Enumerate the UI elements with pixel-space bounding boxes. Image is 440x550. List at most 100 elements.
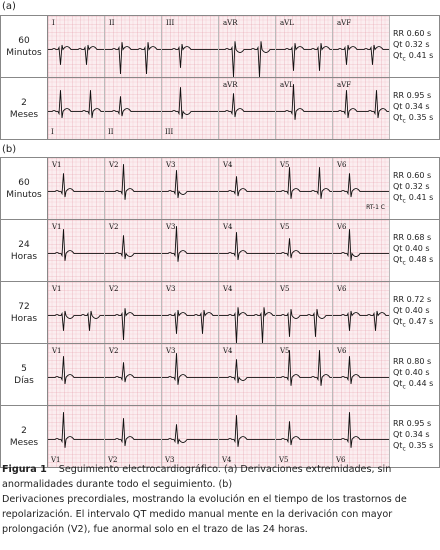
time-text: 60 <box>18 177 30 188</box>
lead-label: V5 <box>280 161 290 169</box>
ecg-wave <box>105 362 161 383</box>
time-label: 5 Días <box>1 344 48 405</box>
ecg-grid <box>276 220 332 281</box>
qt-interval: Qt 0.40 s <box>393 368 430 378</box>
ecg-wave <box>333 44 389 65</box>
ecg-grid <box>105 220 161 281</box>
ecg-cell: I <box>48 16 105 77</box>
rr-interval: RR 0.68 s <box>393 233 432 243</box>
ecg-wave <box>219 415 275 447</box>
ecg-grid <box>276 344 332 405</box>
lead-label: V3 <box>166 161 176 169</box>
time-text: Meses <box>9 437 39 448</box>
time-text: Días <box>14 375 34 386</box>
ecg-wave <box>219 307 275 343</box>
ecg-trace <box>48 220 104 281</box>
time-text: Horas <box>10 313 38 324</box>
ecg-cell: V3 <box>162 220 219 281</box>
qtc-interval: Qtc 0.41 s <box>393 50 439 65</box>
rr-interval: RR 0.60 s <box>393 171 432 181</box>
ecg-wave <box>48 412 104 448</box>
ecg-grid <box>333 282 389 343</box>
ecg-grid <box>48 406 104 467</box>
ecg-cell: II <box>105 78 162 139</box>
time-text: 72 <box>18 301 30 312</box>
time-label: 2 Meses <box>1 406 48 467</box>
ecg-trace <box>276 158 332 219</box>
panel: 60 Minutos V1 V2 V3 V4 V5 V6 RT-1 C RR 0.60 s Qt 0… <box>0 157 440 468</box>
ecg-trace <box>48 78 104 139</box>
lead-label: V2 <box>109 285 119 293</box>
ecg-trace <box>105 406 161 467</box>
qtc-subscript: c <box>402 321 406 329</box>
rr-interval: RR 0.80 s <box>393 357 432 367</box>
qtc-interval: Qtc 0.35 s <box>393 440 439 455</box>
ecg-grid <box>48 78 104 139</box>
ecg-cell: I <box>48 78 105 139</box>
ecg-grid <box>105 78 161 139</box>
rr-interval: RR 0.72 s <box>393 295 432 305</box>
ecg-cell: V1 <box>48 158 105 219</box>
time-label: 2 Meses <box>1 78 48 139</box>
ecg-trace <box>162 78 218 139</box>
lead-label: III <box>165 128 174 136</box>
qtc-value: 0.35 s <box>408 441 434 451</box>
caption-text: Seguimiento electrocardiográfico. (a) De… <box>2 464 392 490</box>
lead-label: V6 <box>337 161 347 169</box>
ecg-grid <box>276 158 332 219</box>
ecg-wave <box>276 421 332 446</box>
ecg-wave <box>276 350 332 386</box>
ecg-cell: V6 <box>333 220 390 281</box>
ecg-grid <box>219 344 275 405</box>
ecg-trace <box>219 406 275 467</box>
lead-label: aVF <box>337 81 352 89</box>
lead-label: I <box>52 19 55 27</box>
ecg-wave <box>48 229 104 261</box>
ecg-cell: V6 RT-1 C <box>333 158 390 219</box>
ecg-cell: V5 <box>276 344 333 405</box>
ecg-trace <box>276 220 332 281</box>
ecg-grid <box>162 344 218 405</box>
ecg-grid <box>333 220 389 281</box>
qtc-label: Qt <box>393 255 403 265</box>
ecg-grid <box>219 406 275 467</box>
ecg-wave <box>48 44 104 65</box>
ecg-cell: V4 <box>219 282 276 343</box>
ecg-cell: aVL <box>276 16 333 77</box>
ecg-wave <box>333 90 389 119</box>
lead-label: aVR <box>223 19 238 27</box>
ecg-wave <box>162 87 218 119</box>
ecg-grid <box>162 158 218 219</box>
lead-label: V2 <box>109 161 119 169</box>
qtc-label: Qt <box>393 51 403 61</box>
time-text: 60 <box>18 35 30 46</box>
time-text: Horas <box>10 251 38 262</box>
ecg-trace <box>276 282 332 343</box>
ecg-cell: V2 <box>105 282 162 343</box>
ecg-cell: V2 <box>105 344 162 405</box>
ecg-wave <box>162 43 218 68</box>
lead-label: aVL <box>280 19 294 27</box>
ecg-trace <box>48 406 104 467</box>
qtc-value: 0.35 s <box>408 113 434 123</box>
qt-interval: Qt 0.32 s <box>393 182 430 192</box>
lead-label: V6 <box>337 347 347 355</box>
ecg-trace <box>276 78 332 139</box>
ecg-cell: V5 <box>276 406 333 467</box>
qtc-label: Qt <box>393 379 403 389</box>
lead-label: II <box>109 19 115 27</box>
qtc-label: Qt <box>393 113 403 123</box>
ecg-trace <box>219 282 275 343</box>
ecg-wave <box>162 309 218 334</box>
lead-label: V4 <box>223 161 233 169</box>
lead-label: V1 <box>51 456 61 464</box>
ecg-trace <box>162 344 218 405</box>
ecg-cell: V6 <box>333 344 390 405</box>
caption-text: Derivaciones precordiales, mostrando la … <box>2 494 407 535</box>
ecg-trace <box>333 158 389 219</box>
ecg-cell: V6 <box>333 406 390 467</box>
ecg-cell: V5 <box>276 220 333 281</box>
ecg-wave <box>48 90 104 119</box>
